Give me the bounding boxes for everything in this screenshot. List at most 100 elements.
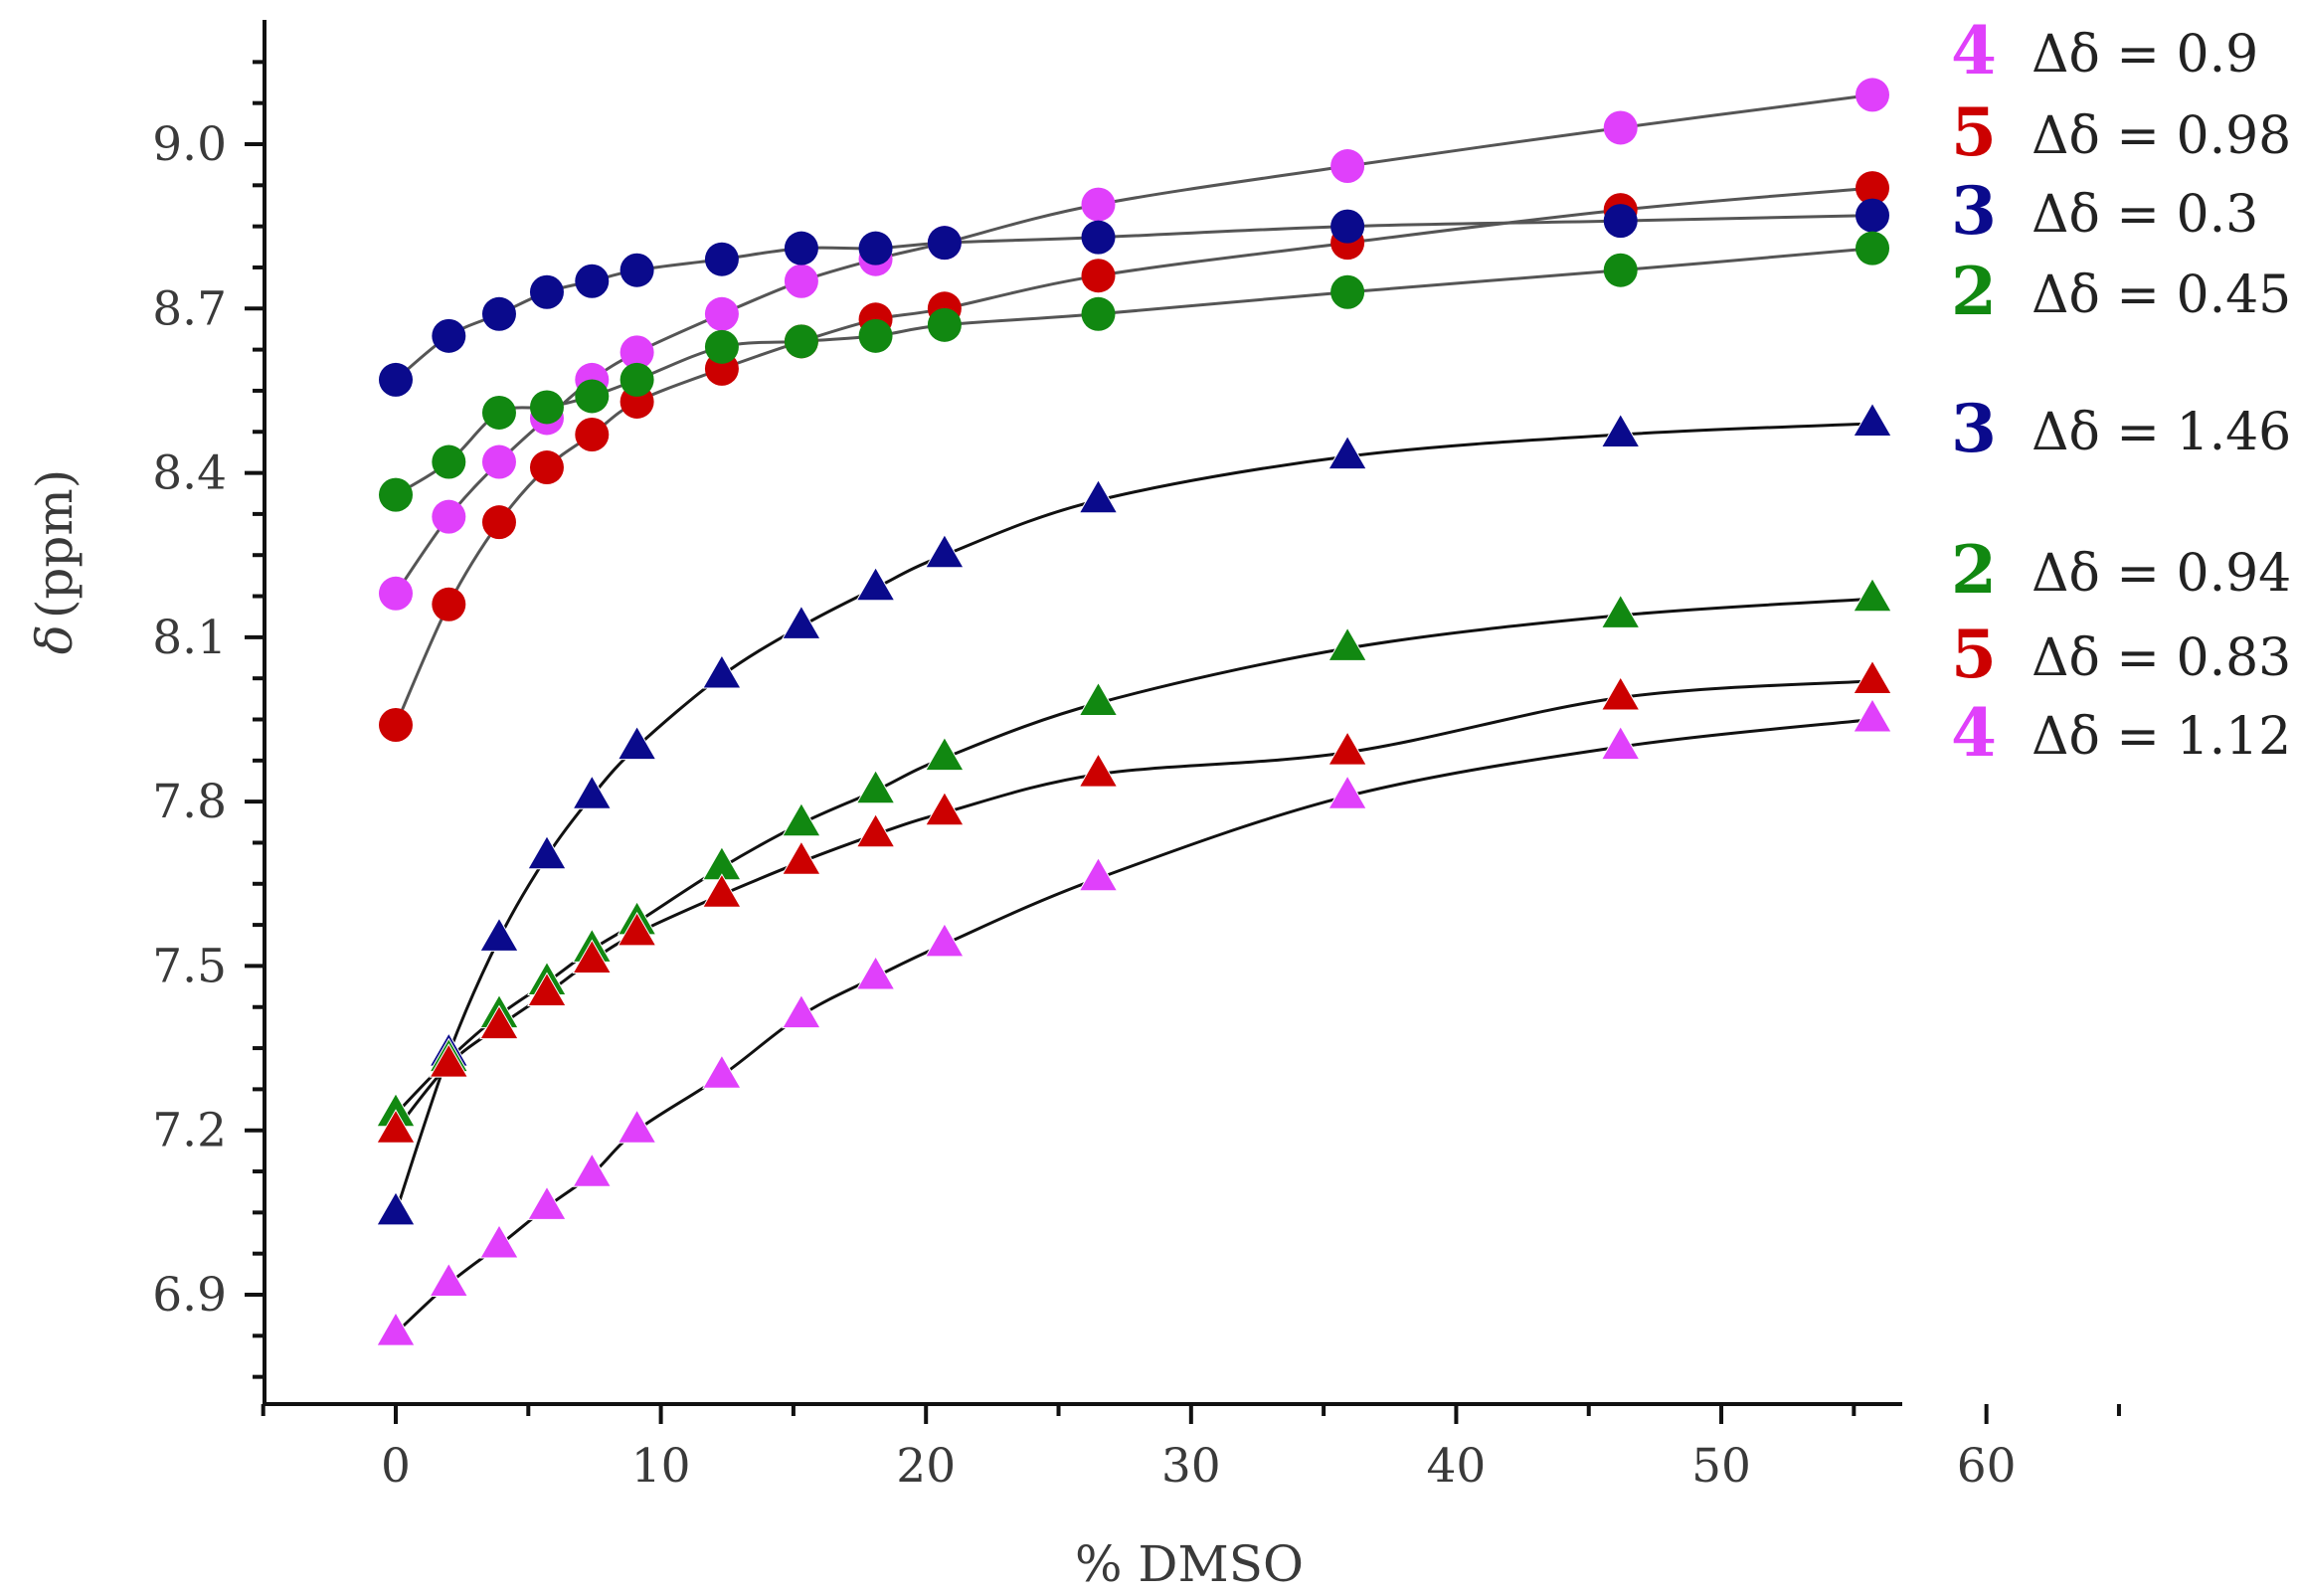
data-point-circle [927, 226, 962, 261]
series-lines [394, 92, 1873, 1334]
data-point-circle [379, 708, 413, 743]
svg-text:δ(ppm): δ (ppm) [26, 469, 84, 655]
legend-label: Δδ = 0.3 [2032, 185, 2258, 245]
data-point-circle [481, 505, 516, 540]
series-line [395, 247, 1873, 496]
data-point-circle [784, 231, 818, 266]
x-tick-label: 60 [1957, 1439, 2017, 1494]
data-point-circle [432, 587, 466, 621]
data-point-triangle [1078, 753, 1119, 788]
series-line [394, 422, 1873, 1213]
data-point-circle [858, 231, 893, 266]
data-point-circle [858, 318, 893, 353]
data-point-triangle [572, 1153, 613, 1187]
legend-series-number: 4 [1951, 694, 1997, 772]
data-point-circle [1081, 296, 1116, 331]
y-tick-label: 7.8 [152, 775, 227, 829]
legend-label: Δδ = 0.83 [2032, 628, 2291, 688]
legend-series-number: 3 [1951, 172, 1997, 250]
legend-label: Δδ = 1.46 [2032, 403, 2291, 462]
data-point-circle [1856, 231, 1889, 266]
data-point-circle [1081, 259, 1116, 293]
data-point-circle [1081, 187, 1116, 222]
series-markers [376, 78, 1892, 1346]
series-line [394, 718, 1873, 1334]
y-axis-label-unit: (ppm) [26, 469, 84, 619]
data-point-triangle [527, 972, 567, 1006]
legend-label: Δδ = 0.9 [2032, 25, 2258, 85]
data-point-triangle [479, 917, 519, 952]
data-point-triangle [702, 1054, 742, 1089]
data-point-triangle [479, 1223, 519, 1259]
legend-entry: 4 Δδ = 0.9 [1951, 12, 2258, 89]
data-point-circle [379, 576, 413, 611]
data-point-circle [575, 418, 610, 452]
x-tick-labels: 0 10 20 30 40 50 60 [381, 1439, 2017, 1494]
data-point-circle [704, 296, 739, 331]
x-tick-label: 20 [896, 1439, 956, 1494]
series-line [394, 679, 1873, 1132]
data-point-circle [619, 335, 654, 370]
data-point-circle [379, 477, 413, 512]
data-point-circle [575, 379, 610, 414]
data-point-circle [704, 329, 739, 364]
data-point-triangle [376, 1109, 416, 1144]
data-point-triangle [527, 834, 567, 870]
legend-entry: 4 Δδ = 1.12 [1951, 694, 2291, 772]
data-point-circle [432, 444, 466, 479]
data-point-triangle [702, 653, 742, 689]
data-point-triangle [855, 566, 896, 602]
x-tick-label: 30 [1161, 1439, 1221, 1494]
data-point-triangle [782, 605, 821, 639]
data-point-circle [704, 242, 739, 276]
data-point-circle [481, 296, 516, 331]
data-point-triangle [1600, 675, 1641, 711]
data-point-triangle [429, 1262, 469, 1297]
data-point-circle [432, 318, 466, 353]
data-point-circle [784, 264, 818, 298]
data-point-circle [927, 307, 962, 342]
data-point-triangle [925, 736, 965, 772]
data-point-triangle [855, 955, 896, 990]
data-point-triangle [376, 1312, 416, 1346]
data-point-circle [432, 499, 466, 534]
data-point-triangle [1853, 697, 1892, 733]
legend-series-number: 2 [1951, 253, 1997, 330]
data-point-triangle [1600, 594, 1641, 628]
y-tick-label: 8.1 [152, 611, 227, 665]
legend-series-number: 5 [1951, 93, 1997, 171]
data-point-circle [1603, 110, 1638, 145]
axes [245, 20, 2121, 1424]
legend-entry: 3 Δδ = 0.3 [1951, 172, 2258, 250]
data-point-circle [379, 362, 413, 397]
y-axis-label: δ (ppm) [26, 469, 84, 655]
legend-entry: 2 Δδ = 0.45 [1951, 253, 2291, 330]
data-point-triangle [925, 922, 965, 958]
data-point-triangle [782, 801, 821, 837]
data-point-circle [1081, 220, 1116, 255]
data-point-circle [481, 395, 516, 430]
data-point-circle [1603, 204, 1638, 239]
x-tick-label: 0 [381, 1439, 411, 1494]
y-axis-label-symbol: δ [26, 624, 84, 654]
data-point-circle [784, 324, 818, 359]
data-point-circle [1330, 149, 1365, 184]
data-point-circle [1603, 253, 1638, 287]
x-tick-label: 40 [1427, 1439, 1487, 1494]
data-point-triangle [617, 725, 657, 761]
data-point-triangle [1853, 577, 1892, 613]
data-point-triangle [1853, 659, 1892, 694]
data-point-circle [1330, 209, 1365, 244]
data-point-triangle [527, 1185, 567, 1220]
data-point-triangle [479, 1004, 519, 1040]
data-point-circle [481, 444, 516, 479]
data-point-triangle [1078, 478, 1119, 514]
x-tick-label: 10 [631, 1439, 691, 1494]
data-point-triangle [1853, 402, 1892, 437]
data-point-circle [1330, 274, 1365, 309]
data-point-triangle [572, 939, 613, 974]
series-line [394, 597, 1873, 1116]
legend-series-number: 2 [1951, 531, 1997, 609]
data-point-triangle [855, 812, 896, 848]
